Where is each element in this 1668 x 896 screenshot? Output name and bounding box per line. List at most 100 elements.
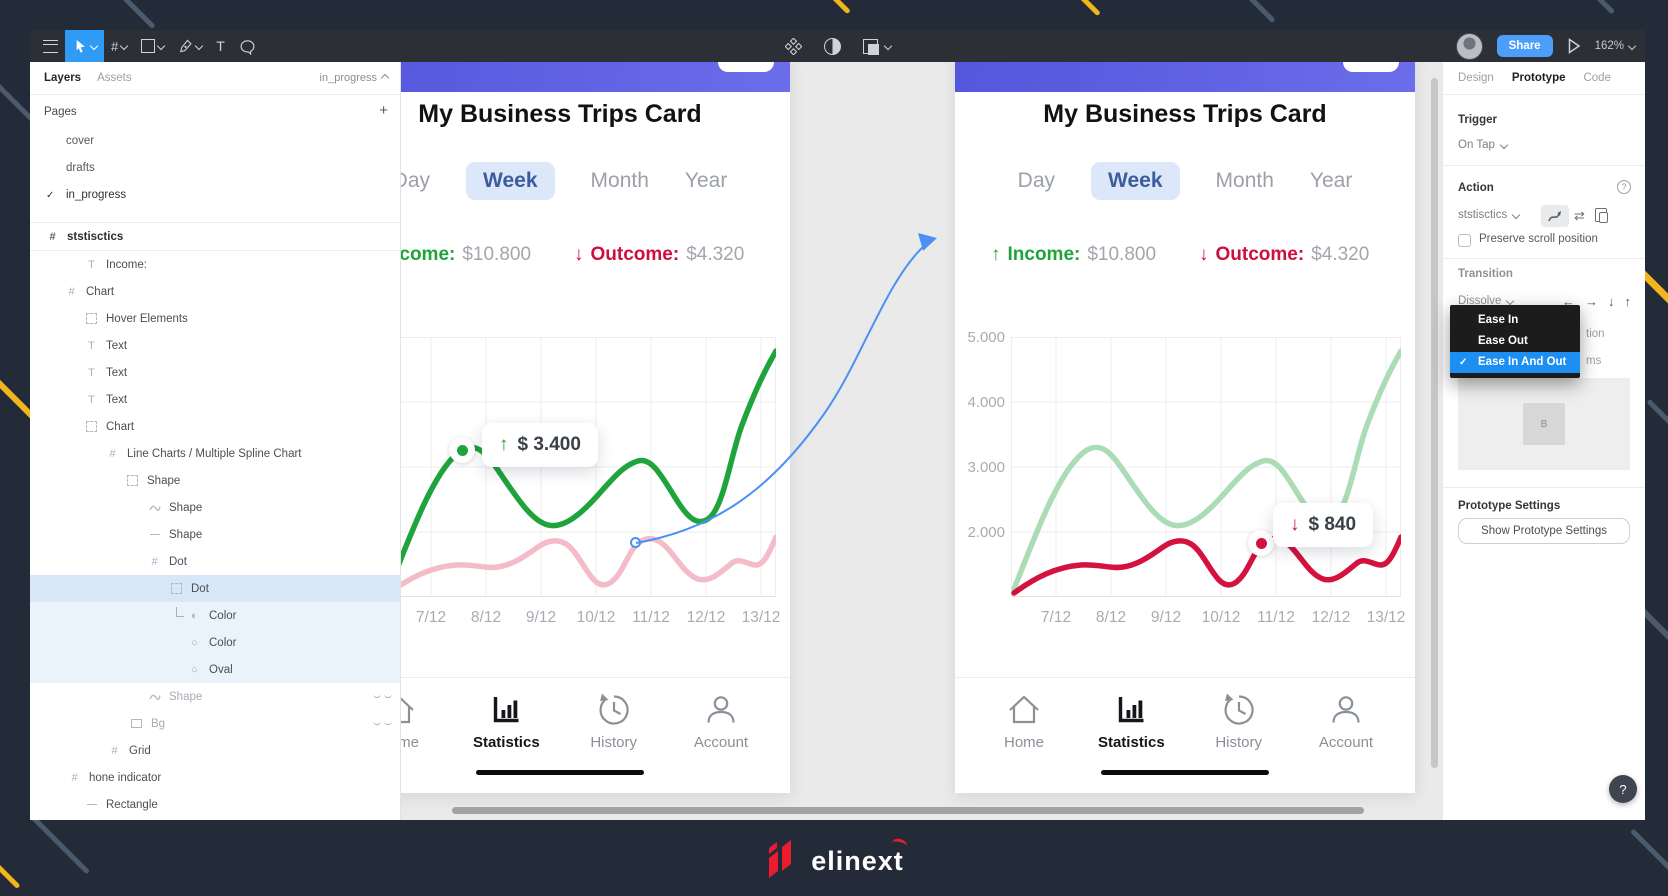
- nav-home[interactable]: Home: [400, 691, 446, 773]
- layer-row-chart-group[interactable]: Chart: [30, 413, 400, 440]
- direction-down-button[interactable]: ↓: [1608, 294, 1615, 309]
- layer-row-hone-indicator[interactable]: # hone indicator: [30, 764, 400, 791]
- easing-option-ease-in-and-out[interactable]: ✓ Ease In And Out: [1450, 352, 1580, 373]
- frame-statistics-right[interactable]: JOHN DOE JUNIOR My Business Trips Card D…: [955, 62, 1415, 793]
- layer-row-dot-selected[interactable]: Dot: [30, 575, 400, 602]
- layer-row-bg[interactable]: Bg: [30, 710, 400, 737]
- x-tick-label: 10/12: [1201, 609, 1241, 626]
- share-button[interactable]: Share: [1496, 35, 1553, 57]
- page-selector[interactable]: in_progress: [320, 62, 390, 94]
- show-prototype-settings-button[interactable]: Show Prototype Settings: [1458, 518, 1630, 544]
- present-play-button[interactable]: [1567, 38, 1581, 54]
- tab-month[interactable]: Month: [1215, 169, 1274, 192]
- layer-row-shape[interactable]: Shape: [30, 494, 400, 521]
- tab-prototype[interactable]: Prototype: [1511, 72, 1566, 84]
- shape-tool-button[interactable]: [134, 30, 171, 62]
- swap-action-icon[interactable]: ⇄: [1574, 208, 1585, 223]
- y-tick-label: 3.000: [967, 459, 1005, 476]
- tab-design[interactable]: Design: [1458, 72, 1494, 84]
- layer-row-rectangle[interactable]: Rectangle: [30, 791, 400, 818]
- prototype-connection-source[interactable]: [630, 537, 641, 548]
- layer-row-income[interactable]: T Income:: [30, 251, 400, 278]
- chevron-down-icon: [194, 41, 204, 51]
- outcome-label: Outcome:: [1215, 244, 1305, 265]
- frame-tool-button[interactable]: #: [104, 30, 134, 62]
- layer-row-oval[interactable]: ○ Oval: [30, 656, 400, 683]
- canvas-horizontal-scrollbar[interactable]: [452, 807, 1364, 814]
- x-tick-label: 7/12: [415, 609, 447, 626]
- layer-row-dot-frame[interactable]: # Dot: [30, 548, 400, 575]
- transition-select[interactable]: Dissolve: [1458, 295, 1515, 307]
- nav-home[interactable]: Home: [977, 691, 1071, 773]
- layer-row-chart[interactable]: # Chart: [30, 278, 400, 305]
- layer-row-text[interactable]: T Text: [30, 359, 400, 386]
- y-tick-label: 2.000: [967, 524, 1005, 541]
- preserve-scroll-checkbox[interactable]: [1458, 234, 1471, 247]
- page-item-cover[interactable]: cover: [66, 135, 95, 147]
- layer-row-text[interactable]: T Text: [30, 332, 400, 359]
- layer-row-shape[interactable]: Shape: [30, 521, 400, 548]
- tab-day[interactable]: Day: [1017, 169, 1056, 192]
- move-tool-button[interactable]: [65, 30, 104, 62]
- comment-tool-button[interactable]: [232, 30, 263, 62]
- main-menu-button[interactable]: [36, 30, 65, 62]
- layer-row-text[interactable]: T Text: [30, 386, 400, 413]
- pages-view-button[interactable]: [862, 38, 892, 55]
- nav-account[interactable]: Account: [674, 691, 768, 773]
- tab-day[interactable]: Day: [400, 169, 431, 192]
- nav-account[interactable]: Account: [1299, 691, 1393, 773]
- page-item-drafts[interactable]: drafts: [66, 162, 95, 174]
- frame-icon: #: [151, 555, 158, 568]
- layer-row-shape[interactable]: Shape: [30, 467, 400, 494]
- income-line: [400, 348, 776, 569]
- page-item-in-progress[interactable]: ✓ in_progress: [46, 189, 127, 201]
- user-avatar[interactable]: [1455, 32, 1483, 60]
- connection-mode-button[interactable]: [1541, 205, 1569, 227]
- frame-statistics-left[interactable]: JOHN DOE JUNIOR My Business Trips Card D…: [400, 62, 790, 793]
- frame-icon: #: [49, 230, 56, 243]
- tab-code[interactable]: Code: [1583, 72, 1611, 84]
- tab-layers[interactable]: Layers: [44, 72, 82, 84]
- layer-row-line-charts[interactable]: # Line Charts / Multiple Spline Chart: [30, 440, 400, 467]
- pen-tool-button[interactable]: [171, 30, 209, 62]
- tab-assets[interactable]: Assets: [97, 72, 132, 84]
- nav-statistics[interactable]: Statistics: [1084, 691, 1178, 773]
- nav-history[interactable]: History: [1192, 691, 1286, 773]
- trigger-select[interactable]: On Tap: [1458, 139, 1509, 151]
- direction-up-button[interactable]: ↑: [1624, 294, 1632, 309]
- layer-row-color[interactable]: ◐ Color: [30, 602, 400, 629]
- tab-year[interactable]: Year: [1309, 169, 1353, 192]
- tab-week[interactable]: Week: [466, 162, 555, 200]
- nav-history[interactable]: History: [567, 691, 661, 773]
- text-tool-button[interactable]: T: [209, 30, 232, 62]
- help-icon[interactable]: ?: [1617, 180, 1631, 194]
- highlight-dot-green: [449, 437, 475, 463]
- layer-row-color[interactable]: ○ Color: [30, 629, 400, 656]
- add-page-button[interactable]: +: [379, 102, 388, 119]
- easing-option-ease-in[interactable]: Ease In: [1478, 314, 1519, 326]
- layer-row-ststisctics[interactable]: # ststisctics: [30, 223, 400, 251]
- design-canvas[interactable]: JOHN DOE JUNIOR My Business Trips Card D…: [400, 62, 1443, 820]
- nav-statistics[interactable]: Statistics: [459, 691, 553, 773]
- direction-right-button[interactable]: →: [1585, 294, 1598, 309]
- layer-row-shape-hidden[interactable]: Shape: [30, 683, 400, 710]
- duplicate-action-icon[interactable]: [1595, 208, 1608, 223]
- theme-contrast-icon[interactable]: [823, 37, 841, 55]
- pages-icon: [862, 38, 879, 55]
- hamburger-icon: [43, 39, 58, 53]
- tab-year[interactable]: Year: [684, 169, 728, 192]
- layer-row-hover-elements[interactable]: Hover Elements: [30, 305, 400, 332]
- decor-stripe: [1554, 0, 1616, 15]
- action-target-select[interactable]: ststisctics: [1458, 209, 1521, 221]
- zoom-level-control[interactable]: 162%: [1595, 40, 1637, 52]
- tab-week[interactable]: Week: [1091, 162, 1180, 200]
- canvas-vertical-scrollbar[interactable]: [1431, 78, 1438, 768]
- income-value: $10.800: [1087, 244, 1157, 265]
- help-button[interactable]: ?: [1609, 775, 1637, 803]
- easing-option-ease-out[interactable]: Ease Out: [1478, 335, 1528, 347]
- widgets-icon[interactable]: [784, 37, 802, 55]
- chart-plot-area: [400, 337, 776, 597]
- tab-month[interactable]: Month: [590, 169, 649, 192]
- layer-row-grid[interactable]: # Grid: [30, 737, 400, 764]
- outcome-value: $4.320: [686, 244, 745, 265]
